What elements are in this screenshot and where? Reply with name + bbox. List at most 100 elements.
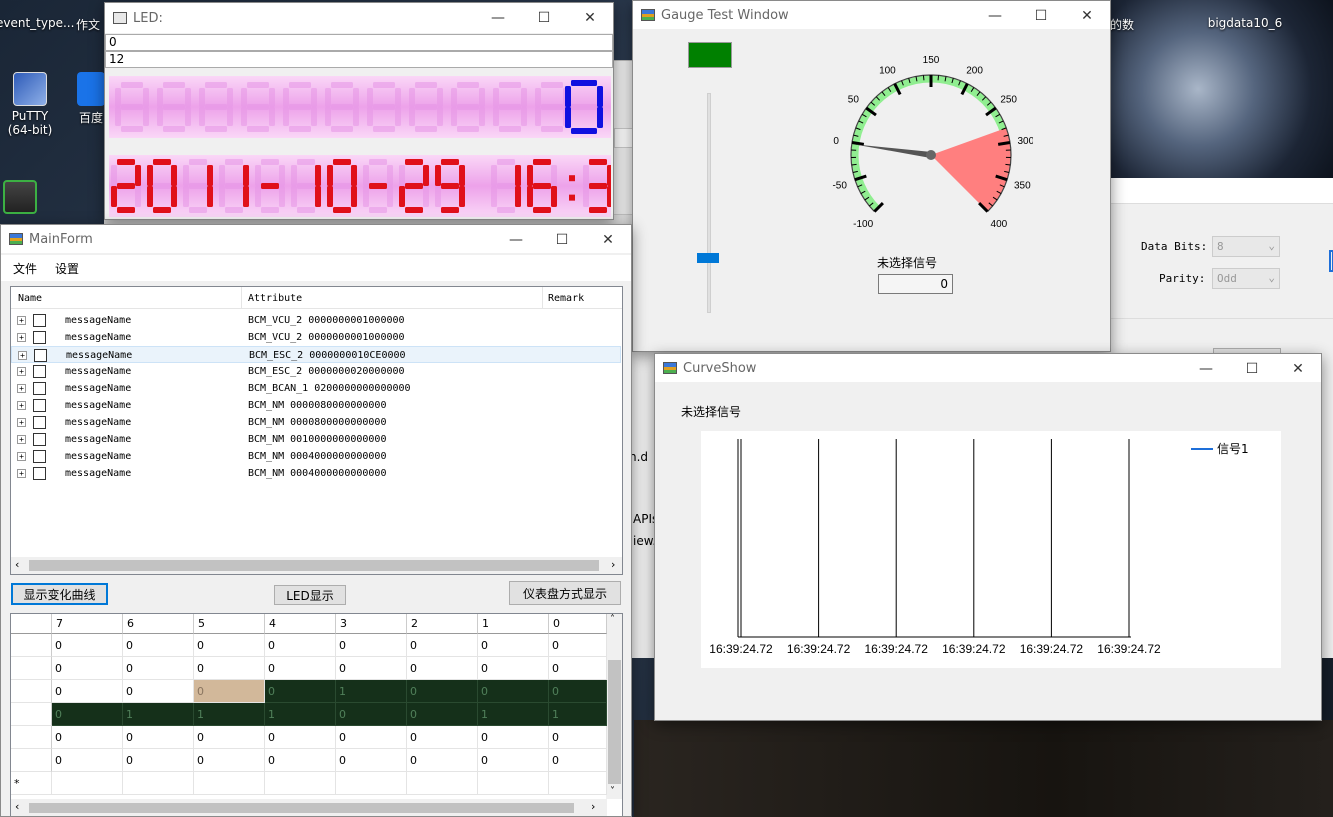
grid-cell[interactable]: 0 (336, 634, 407, 657)
grid-vscrollbar[interactable]: ˄ ˅ (606, 614, 623, 799)
row-checkbox[interactable] (33, 450, 46, 463)
led-field-1[interactable]: 0 (105, 34, 613, 51)
grid-cell[interactable]: 0 (336, 657, 407, 680)
grid-hscrollbar[interactable]: ‹ › (11, 799, 607, 817)
grid-cell[interactable]: 0 (549, 657, 607, 680)
grid-cell[interactable]: 0 (407, 680, 478, 703)
grid-column-header[interactable]: 1 (478, 614, 549, 634)
grid-cell[interactable] (478, 772, 549, 795)
close-icon[interactable]: ✕ (567, 3, 613, 33)
grid-cell[interactable]: 0 (407, 749, 478, 772)
grid-cell[interactable]: 0 (265, 657, 336, 680)
grid-row-header[interactable] (11, 726, 52, 749)
grid-cell[interactable]: 0 (123, 749, 194, 772)
maximize-icon[interactable]: ☐ (1229, 354, 1275, 384)
desktop-icon-lock[interactable] (0, 180, 40, 217)
grid-column-header[interactable]: 2 (407, 614, 478, 634)
grid-cell[interactable]: 0 (265, 749, 336, 772)
grid-cell[interactable] (549, 772, 607, 795)
grid-row-header[interactable] (11, 703, 52, 726)
scroll-left-icon[interactable]: ‹ (15, 800, 19, 813)
scroll-right-icon[interactable]: › (611, 558, 615, 571)
curve-titlebar[interactable]: CurveShow — ☐ ✕ (655, 354, 1321, 382)
grid-cell[interactable]: 0 (194, 680, 265, 703)
grid-cell[interactable]: 0 (549, 634, 607, 657)
row-checkbox[interactable] (33, 416, 46, 429)
tree-row[interactable]: + messageName BCM_NM 0000080000000000 (11, 397, 621, 414)
grid-cell[interactable]: 1 (123, 703, 194, 726)
tree-row[interactable]: + messageName BCM_ESC_2 0000000020000000 (11, 363, 621, 380)
expand-icon[interactable]: + (18, 351, 27, 360)
grid-cell[interactable] (194, 772, 265, 795)
close-icon[interactable]: ✕ (1064, 1, 1110, 31)
gauge-titlebar[interactable]: Gauge Test Window — ☐ ✕ (633, 1, 1110, 29)
expand-icon[interactable]: + (17, 367, 26, 376)
tree-row[interactable]: + messageName BCM_ESC_2 0000000010CE0000 (11, 346, 621, 363)
maximize-icon[interactable]: ☐ (1018, 1, 1064, 31)
grid-column-header[interactable]: 3 (336, 614, 407, 634)
expand-icon[interactable]: + (17, 469, 26, 478)
grid-cell[interactable]: 0 (549, 726, 607, 749)
grid-cell[interactable]: 0 (265, 634, 336, 657)
tree-row[interactable]: + messageName BCM_VCU_2 0000000001000000 (11, 312, 621, 329)
grid-cell[interactable]: 0 (52, 749, 123, 772)
led-field-2[interactable]: 12 (105, 51, 613, 68)
grid-cell[interactable]: 0 (194, 657, 265, 680)
vertical-slider[interactable] (687, 91, 727, 317)
grid-cell[interactable]: 0 (123, 680, 194, 703)
grid-row-header[interactable] (11, 634, 52, 657)
desktop-icon-baidu[interactable]: 百度 (74, 72, 108, 126)
tree-row[interactable]: + messageName BCM_NM 0004000000000000 (11, 448, 621, 465)
tree-header-remark[interactable]: Remark (548, 293, 584, 304)
desktop-icon-zuowen[interactable]: 作文 (70, 16, 106, 33)
grid-cell[interactable]: 0 (478, 726, 549, 749)
tree-row[interactable]: + messageName BCM_BCAN_1 0200000000000000 (11, 380, 621, 397)
tree-row[interactable]: + messageName BCM_VCU_2 0000000001000000 (11, 329, 621, 346)
grid-cell[interactable]: 0 (52, 634, 123, 657)
tree-row[interactable]: + messageName BCM_NM 0000800000000000 (11, 414, 621, 431)
grid-cell[interactable]: 0 (52, 703, 123, 726)
menu-settings[interactable]: 设置 (55, 260, 79, 277)
row-checkbox[interactable] (34, 349, 47, 362)
grid-cell[interactable]: 0 (265, 680, 336, 703)
grid-cell[interactable] (336, 772, 407, 795)
scroll-thumb[interactable] (29, 803, 574, 813)
grid-cell[interactable]: 0 (336, 703, 407, 726)
grid-cell[interactable]: 0 (52, 726, 123, 749)
grid-cell[interactable]: 1 (194, 703, 265, 726)
grid-row-header[interactable] (11, 657, 52, 680)
expand-icon[interactable]: + (17, 316, 26, 325)
tree-header-name[interactable]: Name (18, 293, 42, 304)
row-checkbox[interactable] (33, 314, 46, 327)
grid-cell[interactable]: 0 (478, 680, 549, 703)
grid-cell[interactable]: 0 (52, 680, 123, 703)
grid-new-row-marker[interactable]: * (11, 772, 52, 795)
grid-cell[interactable]: 0 (549, 749, 607, 772)
tree-row[interactable]: + messageName BCM_NM 0010000000000000 (11, 431, 621, 448)
grid-column-header[interactable]: 7 (52, 614, 123, 634)
grid-row-header[interactable] (11, 749, 52, 772)
grid-cell[interactable] (123, 772, 194, 795)
grid-cell[interactable]: 0 (123, 657, 194, 680)
expand-icon[interactable]: + (17, 384, 26, 393)
grid-cell[interactable]: 0 (123, 726, 194, 749)
grid-cell[interactable]: 0 (194, 749, 265, 772)
scroll-left-icon[interactable]: ‹ (15, 558, 19, 571)
grid-cell[interactable]: 0 (194, 634, 265, 657)
grid-cell[interactable]: 0 (336, 749, 407, 772)
desktop-icon-bigdata[interactable]: bigdata10_6 (1200, 16, 1290, 30)
led-display-button[interactable]: LED显示 (274, 585, 346, 605)
expand-icon[interactable]: + (17, 333, 26, 342)
grid-corner[interactable] (11, 614, 52, 634)
slider-thumb[interactable] (697, 253, 719, 263)
blue-edge-control[interactable] (1329, 250, 1333, 272)
maximize-icon[interactable]: ☐ (521, 3, 567, 33)
desktop-icon-putty[interactable]: PuTTY (64-bit) (0, 72, 66, 137)
grid-cell[interactable]: 1 (478, 703, 549, 726)
grid-row-header[interactable] (11, 680, 52, 703)
expand-icon[interactable]: + (17, 452, 26, 461)
grid-cell[interactable]: 0 (478, 749, 549, 772)
scroll-thumb[interactable] (29, 560, 599, 571)
minimize-icon[interactable]: — (493, 225, 539, 255)
main-titlebar[interactable]: MainForm — ☐ ✕ (1, 225, 631, 253)
